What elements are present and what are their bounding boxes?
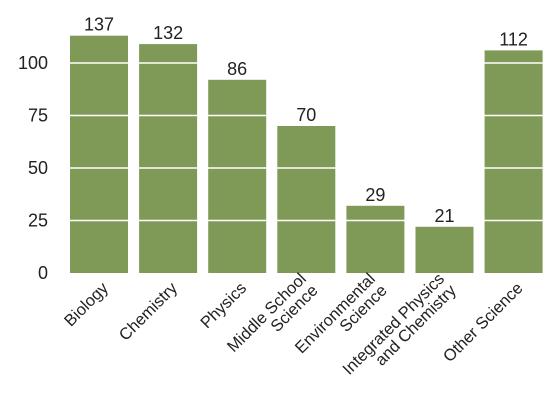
y-tick-label: 100 (18, 53, 48, 73)
data-label: 21 (434, 206, 454, 226)
y-axis-ticks: 0 25 50 75 100 (18, 53, 48, 283)
bar (208, 79, 267, 273)
data-label: 112 (499, 29, 528, 49)
bar (70, 35, 128, 274)
y-tick-label: 25 (28, 211, 48, 231)
data-label: 29 (365, 185, 385, 205)
bar (346, 205, 405, 273)
bars-layer (70, 35, 543, 274)
data-label: 137 (84, 15, 114, 35)
data-label: 86 (227, 59, 247, 79)
y-tick-label: 0 (38, 263, 48, 283)
data-label: 132 (153, 23, 183, 43)
y-tick-label: 75 (28, 106, 48, 126)
x-tick-label: Biology (61, 279, 113, 331)
data-label: 70 (296, 105, 316, 125)
y-tick-label: 50 (28, 158, 48, 178)
bar (484, 50, 543, 274)
bar (277, 126, 336, 273)
data-labels: 137 132 86 70 29 21 112 (84, 15, 528, 226)
x-tick-label: Chemistry (116, 279, 182, 345)
bar (139, 44, 198, 273)
bar (415, 226, 474, 273)
gridlines (70, 62, 543, 222)
